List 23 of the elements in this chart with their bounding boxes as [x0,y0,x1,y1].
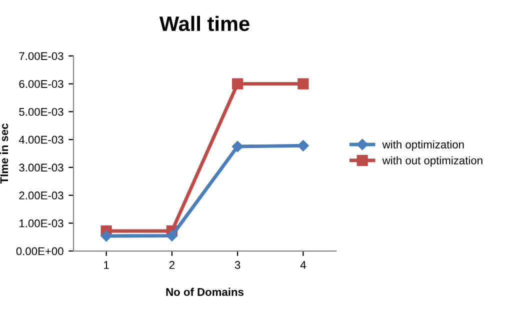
point [166,230,178,242]
y-tick-label: 7.00E-03 [19,52,64,60]
y-tick-label: 6.00E-03 [19,80,64,88]
legend-label: with optimization [382,140,464,151]
point [100,230,112,242]
y-tick-label: 5.00E-03 [19,108,64,116]
point [298,140,309,152]
x-axis-title: No of Domains [166,288,244,296]
x-tick-label: 3 [234,261,240,269]
y-tick-label: 2.00E-03 [19,192,64,200]
y-tick-label: 3.00E-03 [19,164,64,172]
x-tick-label: 1 [104,261,109,269]
legend-label: with out optimization [382,156,482,167]
x-tick-label: 2 [169,261,174,269]
point [232,140,244,152]
y-tick-label: 4.00E-03 [18,136,64,144]
y-axis-title: TIme in sec [0,124,8,184]
y-tick-label: 0.00E+00 [16,247,64,256]
point [298,78,309,90]
x-tick-label: 4 [300,261,306,269]
chart-title: Wall time [159,16,250,32]
point [232,78,244,90]
y-tick-label: 1.00E-03 [20,219,64,228]
